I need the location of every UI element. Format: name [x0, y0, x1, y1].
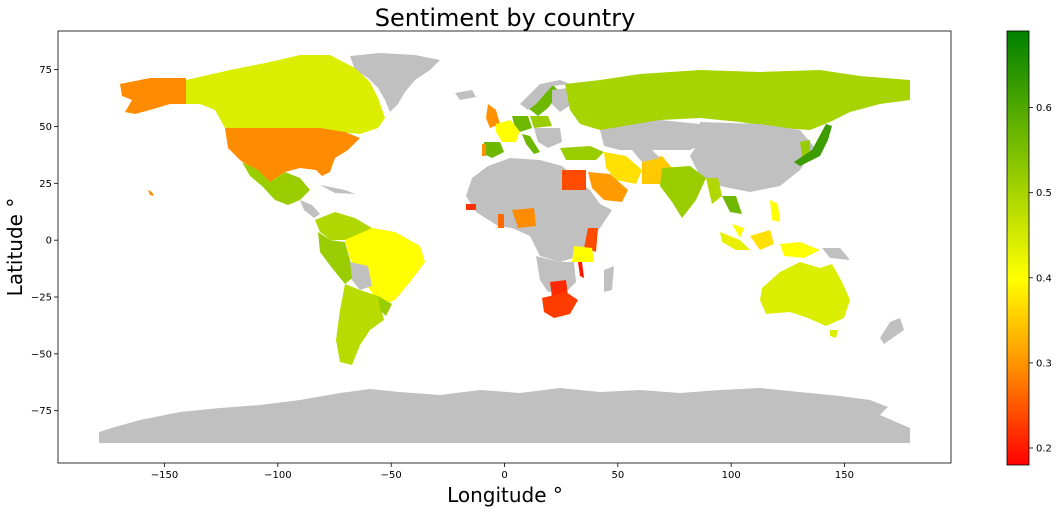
country-france: [496, 120, 520, 142]
country-indonesia-1: [720, 232, 750, 250]
country-egypt: [562, 170, 586, 190]
colorbar-tick-label: 0.5: [1036, 188, 1052, 199]
country-india: [660, 166, 706, 218]
country-korea: [800, 140, 810, 156]
country-italy: [522, 134, 540, 154]
country-poland-etc: [530, 116, 552, 128]
country-canada: [186, 55, 385, 134]
country-japan: [794, 124, 832, 166]
y-axis-label: Latitude °: [3, 198, 27, 297]
country-central-america: [300, 200, 320, 218]
country-indonesia-3: [780, 242, 820, 258]
y-tick-label: −25: [31, 293, 52, 304]
country-madagascar: [604, 266, 614, 292]
colorbar-tick-label: 0.6: [1036, 103, 1052, 114]
country-afghanistan: [632, 148, 660, 162]
country-indonesia-2: [750, 230, 774, 250]
country-nigeria: [512, 208, 536, 228]
colorbar-tick-label: 0.3: [1036, 358, 1052, 369]
country-myanmar: [706, 178, 722, 204]
country-south-africa: [542, 292, 578, 318]
y-tick-label: −50: [31, 349, 52, 360]
country-spain: [484, 142, 504, 158]
country-central-asia: [600, 120, 712, 150]
x-tick-label: −150: [151, 470, 178, 481]
country-australia: [760, 262, 850, 326]
country-shapes: [99, 53, 910, 443]
y-axis-ticks: 75 50 25 0 −25 −50 −75: [31, 65, 58, 417]
x-tick-label: 150: [835, 470, 854, 481]
colorbar: [1006, 30, 1030, 466]
y-tick-label: −75: [31, 406, 52, 417]
y-tick-label: 25: [39, 179, 52, 190]
country-saudi-arabia: [588, 172, 628, 202]
country-senegal: [466, 204, 476, 210]
country-thailand: [722, 196, 742, 214]
country-turkey: [560, 146, 604, 160]
x-tick-label: −100: [264, 470, 291, 481]
colorbar-tick-label: 0.4: [1036, 273, 1052, 284]
country-ghana: [498, 214, 504, 228]
country-antarctica: [99, 388, 910, 443]
country-usa: [225, 128, 360, 182]
country-brazil: [345, 228, 425, 306]
chart-title: Sentiment by country: [375, 4, 636, 32]
x-tick-label: 100: [722, 470, 741, 481]
colorbar-tick-label: 0.2: [1036, 443, 1052, 454]
country-iceland: [455, 90, 476, 100]
country-germany: [512, 116, 532, 132]
y-tick-label: 75: [39, 65, 52, 76]
country-colombia: [315, 212, 372, 240]
colorbar-ticks: 0.2 0.3 0.4 0.5 0.6: [1029, 103, 1052, 454]
y-tick-label: 0: [46, 236, 52, 247]
country-portugal: [482, 144, 486, 156]
country-russia: [565, 70, 910, 130]
x-axis-label: Longitude °: [447, 483, 563, 507]
country-cuba: [320, 185, 355, 194]
country-usa-alaska: [120, 78, 186, 114]
country-malaysia: [732, 224, 744, 238]
country-kenya: [584, 228, 598, 252]
country-new-zealand: [880, 318, 904, 344]
country-peru: [318, 232, 355, 284]
y-tick-label: 50: [39, 122, 52, 133]
country-png: [822, 248, 850, 260]
x-axis-ticks: −150 −100 −50 0 50 100 150: [151, 463, 854, 481]
country-malawi: [578, 262, 584, 278]
country-greenland: [350, 53, 440, 112]
country-argentina: [336, 284, 384, 365]
country-tasmania: [830, 330, 838, 338]
country-philippines: [770, 200, 780, 222]
x-tick-label: 0: [501, 470, 507, 481]
country-bolivia: [350, 262, 372, 290]
x-tick-label: −50: [381, 470, 402, 481]
country-uruguay: [378, 296, 392, 316]
country-uk: [486, 104, 500, 128]
country-mexico: [242, 162, 310, 205]
country-tanzania: [572, 246, 594, 262]
x-tick-label: 50: [611, 470, 624, 481]
country-iran: [604, 152, 642, 184]
country-norway: [520, 80, 570, 110]
country-hawaii: [148, 190, 154, 196]
country-balkans: [534, 128, 562, 148]
country-china: [690, 122, 815, 192]
